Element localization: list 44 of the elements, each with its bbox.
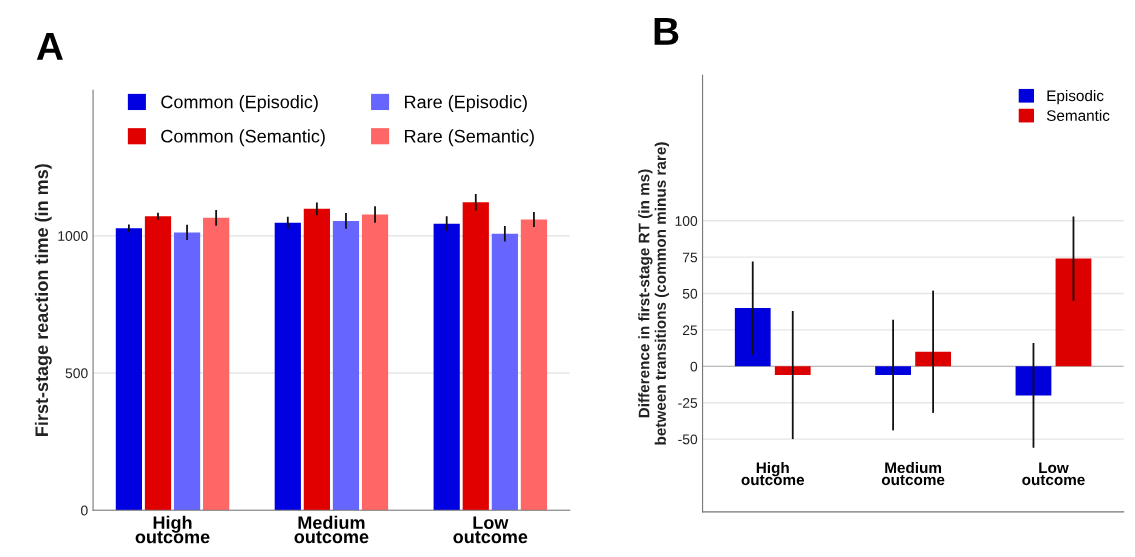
y-tick-label: 25: [682, 325, 698, 336]
x-tick-label: Medium outcome: [294, 515, 369, 544]
y-tick-label: -50: [678, 434, 698, 445]
y-tick-label: 0: [690, 361, 698, 372]
bar: [115, 228, 143, 511]
bar: [1055, 258, 1092, 367]
bar: [1015, 366, 1052, 396]
chart-title: A: [36, 32, 63, 60]
y-tick-label: 50: [682, 288, 698, 299]
y-axis-title: Difference in first-stage RT (in ms) between transitions (common minus rare): [638, 142, 669, 445]
y-axis-title: First-stage reaction time (in ms): [34, 164, 52, 436]
bar: [144, 216, 172, 511]
legend-label: Rare (Semantic): [405, 129, 534, 147]
chart-title: B: [654, 17, 679, 45]
x-tick-label: Low outcome: [453, 516, 528, 544]
bar: [274, 222, 301, 511]
bar: [332, 220, 360, 511]
bar: [734, 308, 771, 367]
bar: [520, 219, 548, 511]
legend-label: Common (Semantic): [161, 129, 325, 147]
bar: [361, 214, 389, 511]
y-tick-label: 100: [675, 216, 698, 226]
bar: [203, 217, 230, 511]
bar: [173, 232, 201, 511]
y-tick-label: 1000: [58, 231, 88, 241]
bar: [303, 208, 330, 511]
y-tick-label: -25: [678, 398, 698, 408]
legend-label: Common (Episodic): [161, 95, 318, 112]
bar: [433, 223, 460, 511]
bar: [915, 351, 952, 367]
bar: [491, 233, 518, 511]
bar: [875, 366, 911, 376]
legend-label: Episodic: [1047, 89, 1104, 105]
y-tick-label: 75: [682, 252, 698, 263]
x-tick-label: High outcome: [741, 461, 805, 486]
y-tick-label: 500: [65, 368, 88, 379]
x-tick-label: Medium outcome: [881, 461, 945, 486]
x-tick-label: Low outcome: [1022, 462, 1085, 486]
legend-label: Semantic: [1046, 109, 1110, 121]
bar: [462, 202, 489, 511]
x-tick-label: High outcome: [135, 515, 210, 544]
y-tick-label: 0: [81, 505, 88, 516]
legend-label: Rare (Episodic): [405, 95, 527, 112]
bar: [774, 366, 811, 376]
